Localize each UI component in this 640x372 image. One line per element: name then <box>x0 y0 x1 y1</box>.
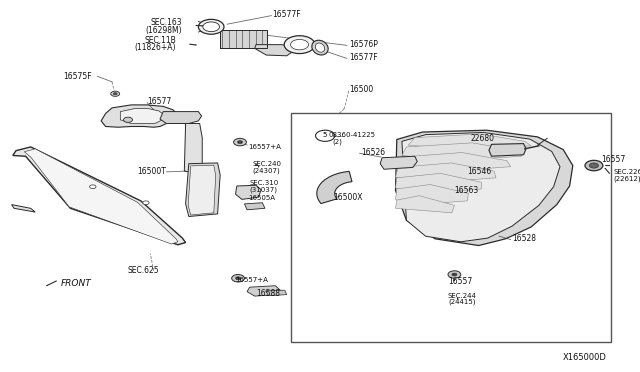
Text: 16500: 16500 <box>349 85 373 94</box>
Circle shape <box>124 117 132 122</box>
Text: SEC.244: SEC.244 <box>448 293 477 299</box>
Circle shape <box>232 275 244 282</box>
Polygon shape <box>408 134 531 150</box>
Text: (2): (2) <box>333 139 342 145</box>
Polygon shape <box>255 45 293 56</box>
Text: 16577: 16577 <box>147 97 172 106</box>
Text: 16557: 16557 <box>448 278 472 286</box>
Polygon shape <box>402 143 522 161</box>
Circle shape <box>113 93 117 95</box>
Text: 5: 5 <box>323 132 327 138</box>
Text: (24307): (24307) <box>253 167 280 174</box>
Circle shape <box>585 160 603 171</box>
Circle shape <box>452 273 457 276</box>
Circle shape <box>234 138 246 146</box>
Text: X165000D: X165000D <box>563 353 607 362</box>
Text: SEC.310: SEC.310 <box>250 180 279 186</box>
Polygon shape <box>380 156 417 169</box>
Polygon shape <box>396 196 454 213</box>
Text: 16577F: 16577F <box>272 10 301 19</box>
Circle shape <box>448 271 461 278</box>
Text: 16588: 16588 <box>256 289 280 298</box>
Text: 08360-41225: 08360-41225 <box>329 132 376 138</box>
Circle shape <box>143 201 149 205</box>
Text: 22680: 22680 <box>470 134 494 143</box>
Polygon shape <box>13 147 186 245</box>
Polygon shape <box>101 105 178 127</box>
Polygon shape <box>12 205 35 212</box>
Circle shape <box>589 163 598 168</box>
Text: 16575F: 16575F <box>63 72 92 81</box>
Polygon shape <box>160 112 202 124</box>
Text: 16557+A: 16557+A <box>236 277 268 283</box>
Text: 16500T: 16500T <box>138 167 166 176</box>
Circle shape <box>316 130 335 141</box>
Polygon shape <box>402 132 560 242</box>
Text: (22612): (22612) <box>613 175 640 182</box>
Bar <box>291 113 611 342</box>
Text: 16526: 16526 <box>362 148 386 157</box>
Ellipse shape <box>316 43 324 52</box>
Text: (16298M): (16298M) <box>146 26 182 35</box>
Text: SEC.240: SEC.240 <box>253 161 282 167</box>
Text: (11826+A): (11826+A) <box>134 43 176 52</box>
Text: 16500X: 16500X <box>333 193 362 202</box>
Text: (24415): (24415) <box>448 299 476 305</box>
Circle shape <box>203 22 220 32</box>
Polygon shape <box>396 173 481 194</box>
Circle shape <box>291 39 308 50</box>
Circle shape <box>90 185 96 189</box>
Polygon shape <box>220 30 267 48</box>
Ellipse shape <box>312 40 328 55</box>
Circle shape <box>198 19 224 34</box>
Polygon shape <box>244 203 265 210</box>
Polygon shape <box>247 286 280 296</box>
Text: 16505A: 16505A <box>248 195 275 201</box>
Text: 16563: 16563 <box>454 186 479 195</box>
Polygon shape <box>266 290 287 296</box>
Polygon shape <box>398 153 511 172</box>
Circle shape <box>111 91 120 96</box>
Polygon shape <box>184 124 202 173</box>
Polygon shape <box>120 109 164 124</box>
Text: 16557: 16557 <box>602 155 626 164</box>
Text: FRONT: FRONT <box>61 279 92 288</box>
Bar <box>220 30 267 48</box>
Text: 16577F: 16577F <box>349 53 378 62</box>
Circle shape <box>284 36 315 54</box>
Polygon shape <box>186 163 220 217</box>
Polygon shape <box>396 163 496 183</box>
Polygon shape <box>188 165 216 215</box>
Text: 16557+A: 16557+A <box>248 144 281 150</box>
Text: 16576P: 16576P <box>349 40 378 49</box>
Circle shape <box>236 277 241 280</box>
Polygon shape <box>236 185 261 199</box>
Text: (31037): (31037) <box>250 186 278 193</box>
Text: 16546: 16546 <box>467 167 492 176</box>
Polygon shape <box>396 130 573 246</box>
Text: SEC.226: SEC.226 <box>613 169 640 175</box>
Text: SEC.625: SEC.625 <box>128 266 159 275</box>
Polygon shape <box>317 171 352 203</box>
Text: SEC.11B: SEC.11B <box>144 36 176 45</box>
Polygon shape <box>24 149 178 244</box>
Circle shape <box>237 141 243 144</box>
Text: SEC.163: SEC.163 <box>151 18 182 27</box>
Text: 16528: 16528 <box>512 234 536 243</box>
Polygon shape <box>396 185 468 205</box>
Polygon shape <box>489 144 526 156</box>
